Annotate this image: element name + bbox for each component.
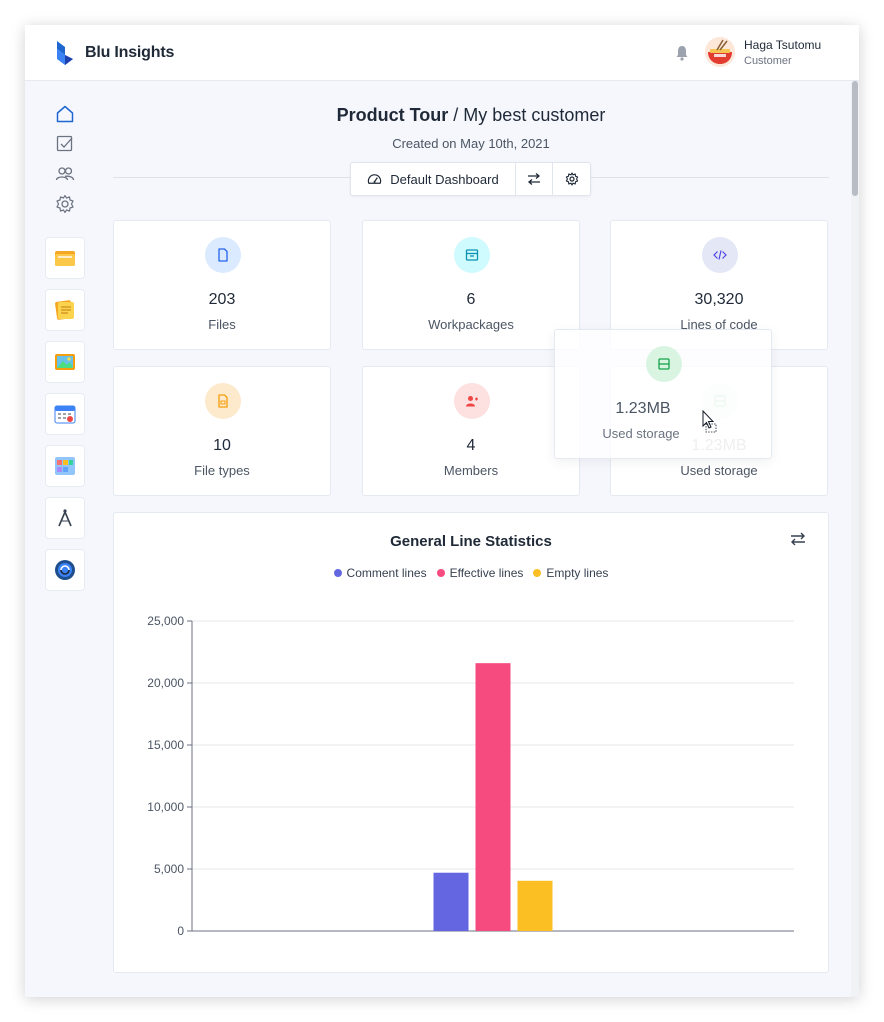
stat-value: 6 [466, 291, 476, 308]
file-type-icon [218, 394, 228, 408]
stat-value: 30,320 [694, 291, 744, 308]
stat-card-file-types[interactable]: 10 File types [113, 366, 331, 496]
gear-icon [565, 172, 578, 186]
app-tile-sync[interactable] [45, 549, 85, 591]
compass-app-icon [58, 509, 72, 527]
dashboard-name: / My best customer [448, 105, 606, 125]
app-tile-compass[interactable] [45, 497, 85, 539]
page-title: Product Tour / My best customer [113, 105, 829, 126]
legend-label: Empty lines [546, 566, 609, 580]
swap-arrows-icon[interactable] [790, 531, 806, 547]
archive-icon [465, 249, 479, 261]
board-app-icon [55, 457, 75, 475]
stat-label: Files [208, 317, 236, 332]
swap-arrows-icon [527, 173, 541, 185]
stat-label: File types [194, 463, 250, 478]
stat-icon-wrap [205, 237, 241, 273]
y-tick-label: 10,000 [147, 800, 184, 814]
chart-legend: Comment lines Effective lines Empty line… [114, 566, 828, 580]
speedometer-icon [368, 173, 382, 184]
dragged-card-preview[interactable]: 1.23MB Used storage [554, 329, 772, 459]
legend-label: Comment lines [346, 566, 427, 580]
dashboard-toolbar: Default Dashboard [350, 162, 591, 196]
stat-card-workpackages[interactable]: 6 Workpackages [362, 220, 580, 350]
brand[interactable]: Blu Insights [55, 39, 174, 67]
legend-dot [436, 569, 445, 577]
y-tick-label: 25,000 [147, 614, 184, 628]
dashboard-settings-button[interactable] [553, 163, 590, 195]
dashboard-select-label: Default Dashboard [390, 171, 499, 187]
stat-icon-wrap [454, 237, 490, 273]
bar-effective-lines[interactable] [475, 663, 511, 931]
chart-title: General Line Statistics [390, 533, 552, 550]
notification-bell-icon[interactable] [675, 45, 689, 61]
legend-item-comment-lines[interactable]: Comment lines [333, 566, 427, 580]
vertical-scrollbar[interactable] [851, 81, 859, 997]
calendar-app-icon [54, 405, 76, 424]
file-icon [218, 248, 228, 262]
y-tick-label: 5,000 [154, 862, 184, 876]
project-name: Product Tour [336, 105, 449, 125]
checklist-icon[interactable] [55, 134, 75, 154]
user-name[interactable]: Haga Tsutomu [744, 38, 822, 52]
switch-dashboard-button[interactable] [516, 163, 553, 195]
y-tick-label: 20,000 [147, 676, 184, 690]
stat-icon-wrap [702, 237, 738, 273]
legend-dot [333, 569, 342, 577]
brand-name: Blu Insights [85, 44, 175, 61]
stat-label: Workpackages [428, 317, 514, 332]
stat-label: Used storage [680, 463, 758, 478]
storage-icon [658, 358, 670, 370]
home-icon[interactable] [55, 104, 75, 124]
stat-value: 4 [466, 437, 476, 454]
app-window: Blu Insights Haga Tsutomu Customer [25, 25, 859, 997]
stat-card-members[interactable]: 4 Members [362, 366, 580, 496]
stat-label: Members [443, 463, 499, 478]
stat-label: Lines of code [680, 317, 758, 332]
ramen-avatar-icon [705, 37, 735, 67]
bar-chart: 0 5,000 10,000 15,000 20,000 25,000 [147, 614, 794, 938]
stat-card-files[interactable]: 203 Files [113, 220, 331, 350]
stat-value: 203 [208, 291, 236, 308]
y-tick-label: 15,000 [147, 738, 184, 752]
top-bar: Blu Insights Haga Tsutomu Customer [25, 25, 859, 81]
stat-icon-wrap [454, 383, 490, 419]
app-tile-notes[interactable] [45, 289, 85, 331]
legend-label: Effective lines [449, 566, 524, 580]
legend-dot [533, 569, 542, 577]
scrollbar-thumb[interactable] [852, 81, 858, 196]
users-icon[interactable] [55, 164, 75, 184]
picture-app-icon [55, 354, 75, 370]
stat-icon-wrap [646, 346, 682, 382]
blu-logo-icon [57, 41, 73, 65]
dashboard-select-button[interactable]: Default Dashboard [351, 163, 516, 195]
user-role: Customer [744, 55, 792, 67]
stat-value: 10 [213, 437, 231, 454]
stat-value: 1.23MB [615, 400, 671, 417]
gear-icon[interactable] [55, 194, 75, 214]
stat-label: Used storage [602, 426, 680, 441]
stat-card-lines-of-code[interactable]: 30,320 Lines of code [610, 220, 828, 350]
sync-app-icon [55, 560, 75, 580]
app-tile-codebase[interactable] [45, 237, 85, 279]
app-tile-gallery[interactable] [45, 341, 85, 383]
bar-comment-lines[interactable] [433, 872, 469, 931]
legend-item-empty-lines[interactable]: Empty lines [533, 566, 608, 580]
stat-icon-wrap [205, 383, 241, 419]
notes-app-icon [55, 300, 74, 320]
line-statistics-card: General Line Statistics Comment lines Ef… [113, 512, 829, 973]
drag-cursor-icon [702, 410, 717, 433]
app-tile-calendar[interactable] [45, 393, 85, 435]
page-subtitle: Created on May 10th, 2021 [392, 136, 550, 151]
avatar[interactable] [705, 37, 735, 67]
app-tile-board[interactable] [45, 445, 85, 487]
folder-app-icon [55, 251, 75, 266]
code-icon [713, 250, 727, 260]
members-icon [466, 396, 478, 407]
legend-item-effective-lines[interactable]: Effective lines [436, 566, 524, 580]
bar-empty-lines[interactable] [517, 880, 553, 931]
y-tick-label: 0 [177, 924, 184, 938]
